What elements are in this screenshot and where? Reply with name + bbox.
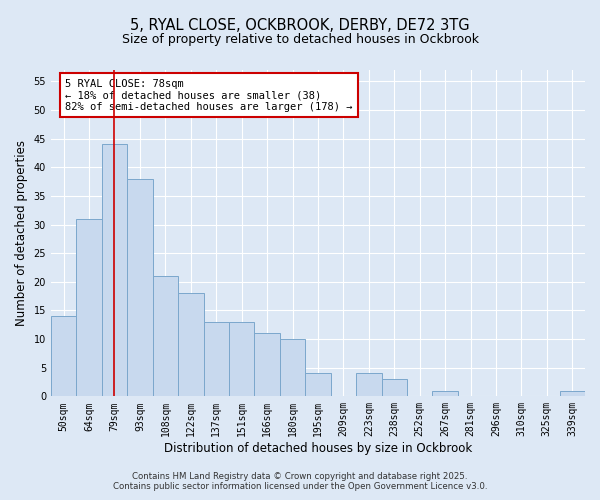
Bar [76, 219, 102, 396]
Bar [560, 390, 585, 396]
Bar [382, 379, 407, 396]
Bar [356, 374, 382, 396]
Bar [178, 294, 203, 397]
Bar [51, 316, 76, 396]
Bar [102, 144, 127, 396]
Text: Contains HM Land Registry data © Crown copyright and database right 2025.: Contains HM Land Registry data © Crown c… [132, 472, 468, 481]
X-axis label: Distribution of detached houses by size in Ockbrook: Distribution of detached houses by size … [164, 442, 472, 455]
Text: 5 RYAL CLOSE: 78sqm
← 18% of detached houses are smaller (38)
82% of semi-detach: 5 RYAL CLOSE: 78sqm ← 18% of detached ho… [65, 78, 352, 112]
Text: Size of property relative to detached houses in Ockbrook: Size of property relative to detached ho… [121, 32, 479, 46]
Bar [305, 374, 331, 396]
Bar [433, 390, 458, 396]
Bar [152, 276, 178, 396]
Bar [127, 179, 152, 396]
Bar [203, 322, 229, 396]
Text: Contains public sector information licensed under the Open Government Licence v3: Contains public sector information licen… [113, 482, 487, 491]
Bar [229, 322, 254, 396]
Text: 5, RYAL CLOSE, OCKBROOK, DERBY, DE72 3TG: 5, RYAL CLOSE, OCKBROOK, DERBY, DE72 3TG [130, 18, 470, 32]
Bar [254, 334, 280, 396]
Y-axis label: Number of detached properties: Number of detached properties [15, 140, 28, 326]
Bar [280, 339, 305, 396]
